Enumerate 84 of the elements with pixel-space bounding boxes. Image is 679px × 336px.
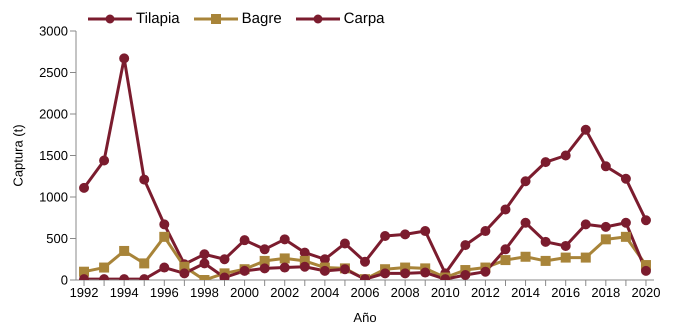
legend-label: Tilapia [136,10,180,27]
point [600,234,611,244]
point [620,232,631,242]
point [260,263,270,274]
point [139,258,150,268]
point [500,244,510,254]
point [580,252,591,263]
x-tick-label: 2016 [551,285,580,300]
y-tick-label: 0 [60,272,68,288]
y-tick-label: 3000 [39,24,68,39]
point [640,215,651,226]
point [199,258,210,268]
point [460,240,470,250]
x-axis-title: Año [353,310,377,325]
point [540,157,551,168]
point [79,182,90,193]
point [600,222,611,232]
x-tick-label: 2014 [511,285,540,300]
y-tick-label: 500 [46,231,68,246]
point [500,255,510,266]
y-tick-label: 2000 [39,106,68,122]
point [560,252,571,263]
point [520,176,531,186]
point [580,219,591,230]
point [600,161,611,172]
x-tick-label: 1992 [70,285,98,300]
point [580,124,591,135]
point [199,249,210,260]
point [159,232,170,242]
point [240,235,250,246]
x-tick-label: 2010 [430,285,460,300]
point [119,246,130,256]
point [119,53,130,64]
point [480,226,490,236]
x-tick-label: 2000 [230,285,260,300]
point [139,174,150,185]
point [400,268,410,278]
point [280,234,290,244]
legend-label: Bagre [242,10,282,27]
x-tick-label: 2004 [310,285,340,300]
point [380,231,390,242]
point [520,218,531,228]
point [540,256,551,266]
x-tick-label: 1994 [110,285,139,300]
x-tick-label: 1996 [150,285,179,300]
point [360,256,370,267]
point [320,266,330,276]
point [99,262,110,273]
x-tick-label: 2008 [390,285,420,300]
point [159,262,170,273]
x-tick-label: 2020 [632,285,660,300]
y-tick-label: 1000 [39,190,68,205]
point [460,270,470,280]
point [300,262,310,272]
y-axis-title: Captura (t) [10,124,26,187]
x-tick-label: 2002 [270,285,300,300]
x-tick-label: 1998 [190,285,219,300]
point [620,218,631,228]
point [420,226,430,236]
y-tick-label: 1500 [39,148,68,164]
point [640,266,651,276]
point [179,268,190,278]
x-tick-label: 2012 [470,285,500,300]
point [420,268,430,278]
x-tick-label: 2006 [350,285,380,300]
point [99,155,110,166]
point [380,268,390,278]
point [560,240,571,251]
point [520,252,531,262]
point [480,266,490,277]
point [280,262,290,273]
point [540,236,551,247]
point [260,244,270,254]
point [620,174,631,184]
legend-label: Carpa [344,10,385,27]
point [280,253,290,264]
point [500,204,510,214]
x-tick-label: 2018 [591,285,620,300]
point [159,219,170,230]
point [220,254,230,264]
y-tick-label: 2500 [39,65,68,80]
point [560,150,571,160]
point [340,238,350,248]
point [400,229,410,240]
